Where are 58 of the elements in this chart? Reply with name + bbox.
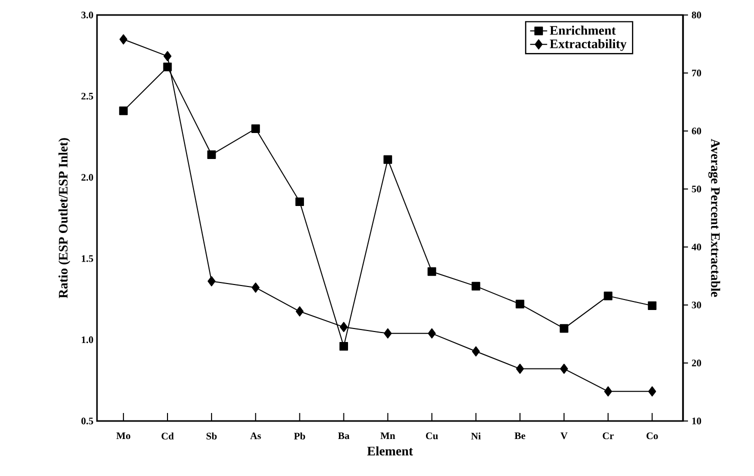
point — [384, 155, 392, 164]
point — [208, 276, 216, 286]
point — [560, 324, 568, 333]
x-tick-label: As — [250, 432, 261, 440]
x-tick-label: Sb — [206, 432, 217, 440]
point — [251, 124, 260, 133]
legend-label: Enrichment — [550, 26, 616, 35]
y-tick-label: 3.0 — [81, 12, 94, 18]
x-tick-label: Co — [646, 432, 658, 440]
x-tick-label: Mo — [116, 432, 130, 440]
point — [516, 364, 524, 374]
y2-axis-title: Average Percent Extractable — [708, 138, 720, 297]
y-tick-label: 2.0 — [81, 174, 94, 181]
x-tick-label: Be — [514, 432, 526, 440]
point — [472, 282, 480, 290]
point — [648, 386, 656, 396]
point — [295, 197, 304, 206]
point — [472, 346, 480, 356]
y2-tick-label: 50 — [692, 186, 702, 192]
y2-tick-label: 70 — [692, 70, 702, 76]
y-tick-label: 0.5 — [81, 418, 94, 424]
point — [384, 328, 392, 338]
y2-tick-label: 20 — [692, 360, 702, 366]
x-tick-label: Ba — [338, 432, 350, 440]
point — [604, 292, 612, 300]
x-tick-label: Ni — [471, 432, 481, 440]
y-tick-label: 1.0 — [82, 336, 94, 344]
point — [296, 306, 304, 316]
x-tick-label: Pb — [294, 432, 306, 440]
x-tick-label: V — [560, 432, 568, 440]
point — [604, 386, 612, 396]
y-axis-title: Ratio (ESP Outlet/ESP Inlet) — [58, 138, 70, 298]
legend-label: Extractability — [550, 39, 626, 51]
point — [340, 322, 348, 332]
x-tick-label: Cu — [426, 432, 438, 440]
y-tick-label: 1.5 — [82, 255, 94, 262]
point — [428, 267, 436, 276]
point — [428, 328, 436, 338]
point — [119, 106, 128, 116]
y2-tick-label: 80 — [692, 12, 702, 18]
point — [339, 342, 348, 351]
point — [560, 364, 568, 374]
point — [163, 62, 172, 72]
y-tick-label: 2.5 — [81, 92, 94, 100]
x-axis-title: Element — [367, 446, 413, 456]
x-tick-label: Mn — [380, 432, 396, 440]
point — [252, 282, 260, 293]
x-tick-label: Cd — [162, 432, 174, 440]
y2-tick-label: 40 — [692, 244, 702, 250]
point — [516, 300, 524, 308]
y2-tick-label: 10 — [692, 418, 702, 424]
point — [164, 51, 172, 62]
x-tick-label: Cr — [602, 432, 614, 440]
y2-tick-label: 60 — [692, 128, 702, 134]
point — [207, 150, 216, 159]
y2-tick-label: 30 — [692, 302, 702, 308]
point — [648, 301, 656, 310]
point — [120, 34, 128, 44]
